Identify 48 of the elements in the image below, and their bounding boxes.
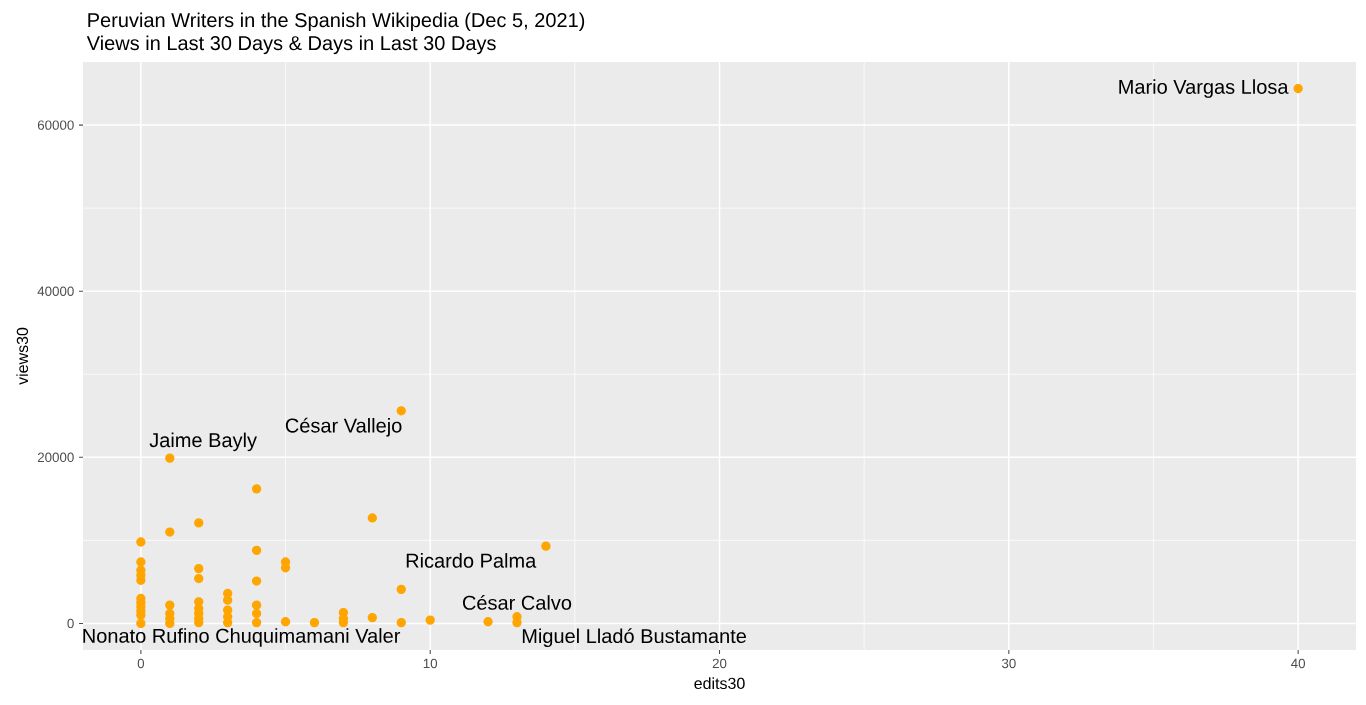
point <box>309 617 320 628</box>
annotation: Jaime Bayly <box>149 432 257 452</box>
annotation: Ricardo Palma <box>406 553 537 568</box>
point <box>165 527 175 537</box>
annotation: Nonato Rufino Chuquimamani Valer <box>83 628 401 647</box>
point <box>251 545 262 555</box>
x-tick-label: 40 <box>1291 658 1306 669</box>
x-tick-label: 30 <box>1001 658 1016 669</box>
point <box>1293 83 1303 94</box>
point <box>194 563 204 574</box>
chart-title: Peruvian Writers in the Spanish Wikipedia (Dec 5, 2021) <box>88 12 585 32</box>
point <box>396 584 406 595</box>
point <box>194 573 204 584</box>
point <box>165 600 175 610</box>
point <box>251 608 262 619</box>
y-tick-label: 0 <box>67 618 74 629</box>
x-axis-title: edits30 <box>694 677 745 690</box>
annotation: César Calvo <box>462 594 572 610</box>
y-tick-label: 60000 <box>37 120 74 130</box>
point <box>251 484 262 494</box>
annotation: César Vallejo <box>285 417 402 437</box>
y-tick-label: 40000 <box>37 286 74 296</box>
point <box>136 537 146 547</box>
point <box>425 615 435 625</box>
x-tick-label: 20 <box>712 658 727 669</box>
y-axis-title: views30 <box>16 327 29 385</box>
point <box>136 618 146 629</box>
point <box>483 617 493 627</box>
x-tick-label: 10 <box>423 658 438 669</box>
point <box>223 595 233 605</box>
point <box>165 453 175 463</box>
point <box>396 406 406 416</box>
point <box>251 617 262 628</box>
point <box>396 617 406 628</box>
point <box>280 563 291 573</box>
point <box>136 557 146 567</box>
x-tick-label: 0 <box>137 658 145 669</box>
point <box>251 576 262 586</box>
annotation: Mario Vargas Llosa <box>1119 79 1289 98</box>
point <box>367 513 377 523</box>
y-tick-label: 20000 <box>37 452 74 463</box>
chart-subtitle: Views in Last 30 Days & Days in Last 30 Days <box>86 35 496 55</box>
point <box>367 612 377 623</box>
annotation: Miguel Lladó Bustamante <box>522 628 746 648</box>
point <box>280 617 291 627</box>
point <box>251 600 262 610</box>
point <box>194 518 204 528</box>
point <box>541 541 551 551</box>
